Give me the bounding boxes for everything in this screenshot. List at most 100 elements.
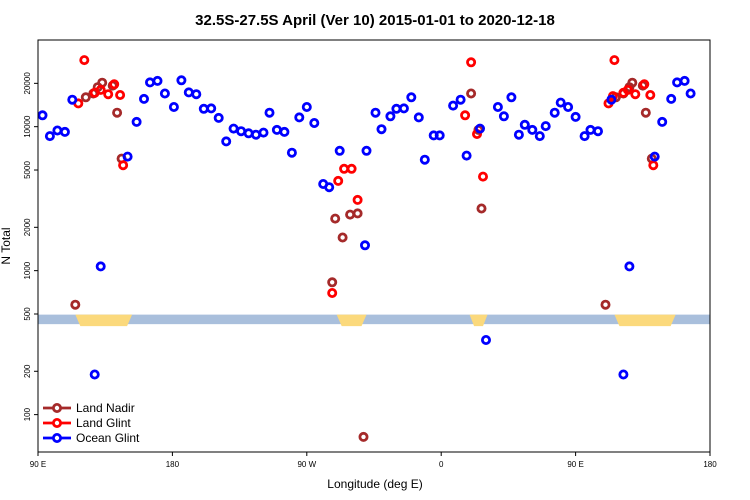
- data-point: [118, 160, 129, 171]
- data-point: [70, 299, 81, 310]
- y-tick-label: 500: [23, 307, 32, 321]
- series-land-nadir: [70, 77, 657, 442]
- data-point: [67, 94, 78, 105]
- data-point: [37, 110, 48, 121]
- land-segment-3: [614, 314, 676, 327]
- data-point: [138, 93, 149, 104]
- data-point: [609, 55, 620, 66]
- y-tick-label: 1000: [23, 261, 32, 279]
- data-point: [221, 136, 232, 147]
- data-point: [264, 107, 275, 118]
- data-point: [191, 89, 202, 100]
- data-point: [89, 369, 100, 380]
- legend-label: Land Glint: [76, 416, 131, 430]
- land-segment-2: [469, 314, 488, 327]
- data-point: [327, 277, 338, 288]
- data-point: [466, 57, 477, 68]
- x-tick-label: 180: [166, 460, 180, 469]
- data-point: [294, 112, 305, 123]
- data-point: [345, 209, 356, 220]
- data-point: [618, 369, 629, 380]
- legend-marker: [52, 432, 63, 443]
- data-point: [648, 160, 659, 171]
- data-point: [600, 299, 611, 310]
- data-point: [176, 75, 187, 86]
- data-point: [358, 431, 369, 442]
- data-point: [398, 103, 409, 114]
- data-point: [44, 131, 55, 142]
- data-point: [593, 126, 604, 137]
- data-point: [555, 97, 566, 108]
- data-point: [672, 77, 683, 88]
- x-tick-label: 90 E: [567, 460, 583, 469]
- data-point: [346, 163, 357, 174]
- data-point: [657, 116, 668, 127]
- x-tick-label: 0: [439, 460, 444, 469]
- data-point: [448, 100, 459, 111]
- data-point: [115, 90, 126, 101]
- data-point: [474, 123, 485, 134]
- data-point: [679, 75, 690, 86]
- data-point: [519, 119, 530, 130]
- data-point: [131, 116, 142, 127]
- data-point: [477, 171, 488, 182]
- data-point: [563, 102, 574, 113]
- data-point: [301, 102, 312, 113]
- data-point: [112, 107, 123, 118]
- data-point: [476, 203, 487, 214]
- data-point: [213, 112, 224, 123]
- legend-item: Land Nadir: [43, 401, 135, 415]
- data-point: [183, 87, 194, 98]
- land-segment-0: [75, 314, 133, 327]
- ocean-band: [38, 314, 710, 325]
- data-point: [352, 208, 363, 219]
- chart-title: 32.5S-27.5S April (Ver 10) 2015-01-01 to…: [195, 12, 555, 29]
- data-point: [460, 110, 471, 121]
- data-point: [413, 112, 424, 123]
- data-point: [513, 129, 524, 140]
- data-point: [333, 175, 344, 186]
- data-point: [461, 150, 472, 161]
- data-point: [327, 287, 338, 298]
- data-point: [109, 79, 120, 90]
- data-point: [666, 93, 677, 104]
- data-point: [639, 79, 650, 90]
- data-point: [649, 151, 660, 162]
- data-point: [527, 124, 538, 135]
- data-point: [159, 88, 170, 99]
- data-point: [480, 334, 491, 345]
- y-axis-label: N Total: [0, 227, 13, 264]
- legend-item: Land Glint: [43, 416, 131, 430]
- data-point: [630, 89, 641, 100]
- data-point: [570, 111, 581, 122]
- y-tick-label: 100: [23, 407, 32, 421]
- data-point: [258, 127, 269, 138]
- data-point: [455, 94, 466, 105]
- y-axis: 100 200 500 1000 2000 5000 10000 20000: [23, 72, 38, 421]
- legend-label: Land Nadir: [76, 401, 135, 415]
- surface-band: [38, 314, 710, 327]
- data-point: [376, 124, 387, 135]
- data-point: [95, 261, 106, 272]
- land-segment-1: [336, 314, 367, 327]
- plot-frame: [37, 39, 711, 453]
- data-point: [309, 118, 320, 129]
- x-tick-label: 180: [703, 460, 717, 469]
- legend-item: Ocean Glint: [43, 431, 140, 445]
- data-point: [406, 92, 417, 103]
- data-point: [206, 103, 217, 114]
- data-point: [359, 240, 370, 251]
- data-point: [645, 90, 656, 101]
- data-point: [286, 147, 297, 158]
- legend-marker: [52, 417, 63, 428]
- data-point: [324, 182, 335, 193]
- data-point: [466, 88, 477, 99]
- x-tick-label: 90 E: [30, 460, 46, 469]
- data-point: [352, 194, 363, 205]
- y-tick-label: 20000: [23, 72, 32, 95]
- data-point: [52, 125, 63, 136]
- y-tick-label: 5000: [23, 161, 32, 179]
- data-point: [334, 145, 345, 156]
- data-point: [627, 77, 638, 88]
